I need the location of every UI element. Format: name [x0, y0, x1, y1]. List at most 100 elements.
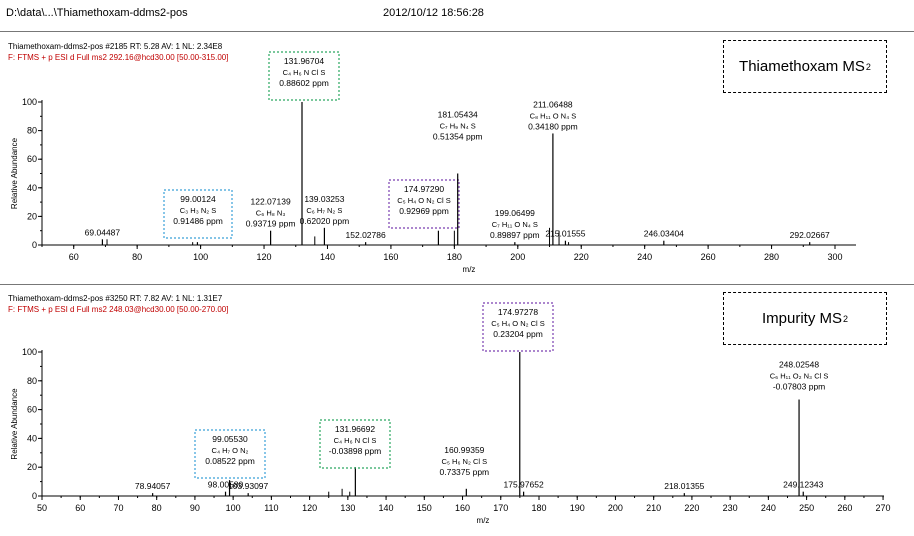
x-tick-label: 60	[75, 503, 85, 513]
x-tick-label: 120	[302, 503, 317, 513]
x-tick-label: 130	[340, 503, 355, 513]
x-tick-label: 270	[876, 503, 891, 513]
y-tick-label: 20	[27, 211, 37, 221]
x-tick-label: 220	[684, 503, 699, 513]
x-tick-label: 160	[455, 503, 470, 513]
x-tick-label: 250	[799, 503, 814, 513]
x-tick-label: 60	[69, 252, 79, 262]
y-tick-label: 0	[32, 491, 37, 501]
x-tick-label: 110	[264, 503, 278, 513]
x-tick-label: 150	[417, 503, 432, 513]
peak-formula-label: C₇ H₁₁ O N₄ S	[492, 220, 538, 229]
annotation-box-blue	[163, 189, 233, 239]
peak-ppm-label: -0.03898 ppm	[329, 446, 381, 456]
peak-formula-label: C₆ H₈ N₃	[256, 209, 286, 218]
peak-mz-label: 181.05434	[438, 110, 478, 120]
peak-ppm-label: 0.62020 ppm	[300, 216, 350, 226]
annotation-box-green	[268, 51, 340, 101]
peak-ppm-label: 0.34180 ppm	[528, 121, 578, 131]
peak-formula-label: C₅ H₄ O N₂ Cl S	[491, 319, 545, 328]
y-tick-label: 60	[27, 154, 37, 164]
peak-formula-label: C₆ H₇ N₂ S	[306, 206, 342, 215]
peak-formula-label: C₄ H₆ N Cl S	[334, 436, 377, 445]
peak-formula-label: C₃ H₃ N₂ S	[180, 206, 217, 215]
x-tick-label: 70	[113, 503, 123, 513]
spectrum-title-bottom: Impurity MS 2	[723, 292, 887, 345]
y-tick-label: 100	[22, 347, 37, 357]
peak-formula-label: C₄ H₇ O N₂	[212, 446, 249, 455]
title-text-top: Thiamethoxam MS	[739, 58, 865, 75]
panel-divider	[0, 284, 914, 285]
filter-info-top: F: FTMS + p ESI d Full ms2 292.16@hcd30.…	[8, 53, 229, 62]
x-tick-label: 210	[646, 503, 661, 513]
peak-formula-label: C₅ H₄ O N₂ Cl S	[397, 196, 451, 205]
x-tick-label: 140	[379, 503, 394, 513]
x-tick-label: 260	[701, 252, 716, 262]
y-tick-label: 20	[27, 462, 37, 472]
peak-mz-label: 99.00124	[180, 194, 216, 204]
peak-ppm-label: -0.07803 ppm	[773, 382, 825, 392]
peak-mz-label: 152.02786	[346, 230, 386, 240]
x-tick-label: 50	[37, 503, 47, 513]
acquisition-datetime: 2012/10/12 18:56:28	[383, 7, 484, 19]
peak-formula-label: C₇ H₉ N₄ S	[440, 122, 476, 131]
peak-mz-label: 103.93097	[228, 481, 268, 491]
x-tick-label: 200	[608, 503, 623, 513]
x-tick-label: 200	[510, 252, 525, 262]
peak-formula-label: C₅ H₆ N₂ Cl S	[442, 457, 488, 466]
x-tick-label: 260	[837, 503, 852, 513]
title-sup-top: 2	[865, 61, 871, 72]
x-tick-label: 170	[493, 503, 508, 513]
peak-mz-label: 99.05530	[212, 434, 248, 444]
annotation-box-purple	[482, 302, 554, 352]
peak-mz-label: 131.96692	[335, 424, 375, 434]
peak-ppm-label: 0.23204 ppm	[493, 329, 543, 339]
x-tick-label: 300	[827, 252, 842, 262]
y-tick-label: 80	[27, 126, 37, 136]
y-axis-label: Relative Abundance	[10, 137, 19, 209]
annotation-box-blue	[194, 429, 266, 479]
x-tick-label: 100	[226, 503, 241, 513]
y-tick-label: 40	[27, 433, 37, 443]
peak-formula-label: C₈ H₁₁ O N₄ S	[530, 111, 577, 120]
x-tick-label: 140	[320, 252, 335, 262]
title-text-bottom: Impurity MS	[761, 310, 842, 327]
file-path: D:\data\...\Thiamethoxam-ddms2-pos	[6, 7, 188, 19]
peak-ppm-label: 0.08522 ppm	[205, 456, 255, 466]
peak-mz-label: 215.01555	[545, 229, 585, 239]
peak-mz-label: 122.07139	[251, 197, 291, 207]
peak-ppm-label: 0.93719 ppm	[246, 219, 296, 229]
y-tick-label: 40	[27, 183, 37, 193]
peak-mz-label: 139.03253	[304, 194, 344, 204]
x-tick-label: 180	[447, 252, 462, 262]
x-tick-label: 240	[761, 503, 776, 513]
x-axis-label: m/z	[463, 265, 476, 274]
peak-mz-label: 211.06488	[533, 99, 573, 109]
peak-mz-label: 131.96704	[284, 56, 324, 66]
x-tick-label: 180	[531, 503, 546, 513]
peak-mz-label: 78.94057	[135, 481, 171, 491]
filter-info-bottom: F: FTMS + p ESI d Full ms2 248.03@hcd30.…	[8, 305, 229, 314]
y-tick-label: 100	[22, 97, 37, 107]
peak-mz-label: 218.01355	[664, 481, 704, 491]
peak-ppm-label: 0.88602 ppm	[279, 78, 329, 88]
peak-ppm-label: 0.92969 ppm	[399, 206, 449, 216]
annotation-box-green	[319, 419, 391, 469]
peak-mz-label: 199.06499	[495, 208, 535, 218]
peak-mz-label: 292.02667	[790, 230, 830, 240]
x-tick-label: 120	[257, 252, 272, 262]
spectrum-chart-top: 0 20 40 60 80 100 60 80 100 120 140 160 180 200 220 240…	[10, 51, 856, 274]
peak-formula-label: C₆ H₁₁ O₂ N₃ Cl S	[770, 372, 829, 381]
peak-formula-label: C₄ H₆ N Cl S	[283, 68, 326, 77]
peak-mz-label: 69.04487	[85, 227, 121, 237]
peak-mz-label: 174.97290	[404, 184, 444, 194]
scan-info-top: Thiamethoxam-ddms2-pos #2185 RT: 5.28 AV…	[8, 42, 223, 51]
header-divider	[0, 31, 914, 32]
peak-mz-label: 98.00580	[208, 480, 244, 490]
x-tick-label: 220	[574, 252, 589, 262]
x-tick-label: 230	[723, 503, 738, 513]
peak-ppm-label: 0.51354 ppm	[433, 132, 483, 142]
peak-mz-label: 174.97278	[498, 307, 538, 317]
peak-mz-label: 246.03404	[644, 229, 684, 239]
